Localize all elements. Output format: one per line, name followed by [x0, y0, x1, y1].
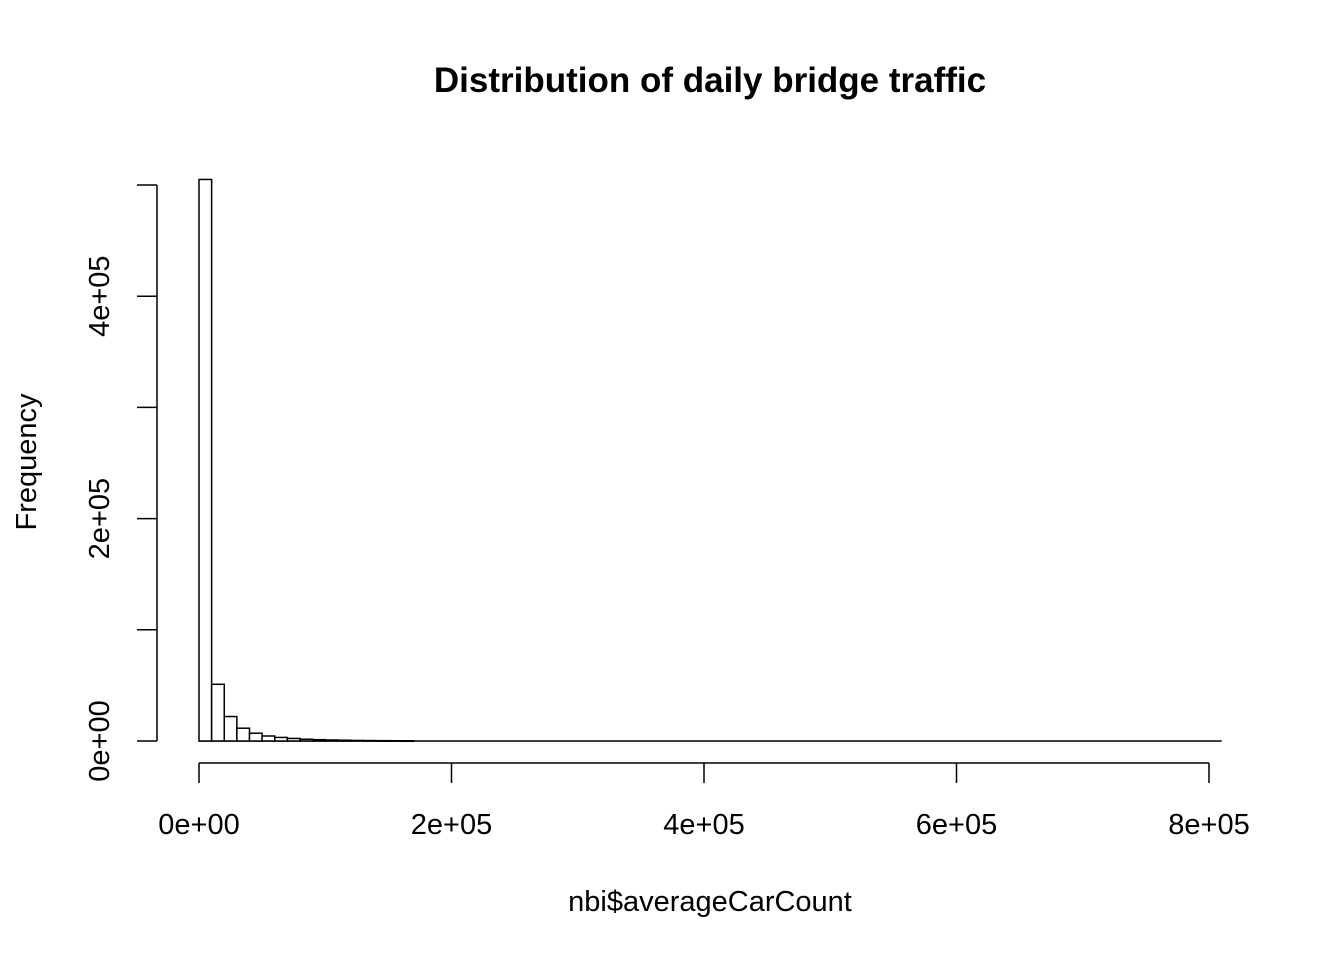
histogram-bar	[210, 683, 225, 742]
y-tick-label: 4e+05	[84, 255, 116, 336]
histogram-bar	[400, 740, 415, 743]
chart-title: Distribution of daily bridge traffic	[434, 61, 986, 100]
x-tick-label: 4e+05	[663, 809, 744, 841]
histogram-bar	[223, 715, 238, 742]
histogram-bar	[261, 735, 276, 742]
histogram-bar	[387, 739, 402, 742]
x-axis-label: nbi$averageCarCount	[568, 886, 852, 918]
histogram-bar	[311, 738, 326, 742]
x-tick-label: 0e+00	[158, 809, 239, 841]
x-tick-label: 8e+05	[1168, 809, 1249, 841]
histogram-bar	[337, 739, 352, 742]
x-tick-label: 6e+05	[916, 809, 997, 841]
y-tick-label: 2e+05	[84, 478, 116, 559]
histogram-bar	[274, 736, 289, 742]
histogram-bar	[248, 732, 263, 742]
y-axis-label: Frequency	[11, 393, 43, 531]
histogram-bar	[349, 739, 364, 742]
histogram-bar	[362, 739, 377, 742]
histogram-bar	[236, 727, 251, 742]
y-axis: 0e+00 2e+05 4e+05	[84, 184, 158, 782]
histogram-bar	[375, 739, 390, 742]
x-axis: 0e+00 2e+05 4e+05 6e+05 8e+05	[158, 762, 1250, 841]
histogram-bar	[286, 737, 301, 742]
histogram-bar	[324, 739, 339, 742]
histogram-bar	[299, 738, 314, 742]
histogram-bar	[198, 178, 213, 742]
x-tick-label: 2e+05	[411, 809, 492, 841]
histogram-bars	[198, 178, 1222, 743]
y-tick-label: 0e+00	[84, 700, 116, 781]
